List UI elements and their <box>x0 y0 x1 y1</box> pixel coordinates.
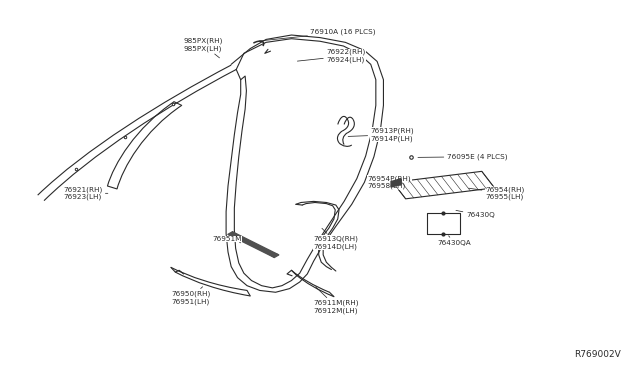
Text: 985PX(RH)
985PX(LH): 985PX(RH) 985PX(LH) <box>184 38 223 58</box>
Text: 76910A (16 PLCS): 76910A (16 PLCS) <box>259 29 376 41</box>
Polygon shape <box>393 171 495 199</box>
Text: 76430Q: 76430Q <box>456 211 495 218</box>
Text: 76951M: 76951M <box>212 236 241 243</box>
Text: 76095E (4 PLCS): 76095E (4 PLCS) <box>418 153 508 160</box>
Polygon shape <box>228 232 279 257</box>
Text: 76921(RH)
76923(LH): 76921(RH) 76923(LH) <box>63 186 108 201</box>
Text: 76954P(RH)
76958(LH): 76954P(RH) 76958(LH) <box>367 175 412 189</box>
Text: R769002V: R769002V <box>575 350 621 359</box>
Text: 76913Q(RH)
76914D(LH): 76913Q(RH) 76914D(LH) <box>314 228 358 250</box>
Text: 76950(RH)
76951(LH): 76950(RH) 76951(LH) <box>171 287 210 305</box>
Text: 76922(RH)
76924(LH): 76922(RH) 76924(LH) <box>298 49 365 63</box>
Text: 76430QA: 76430QA <box>437 236 471 246</box>
Text: 76911M(RH)
76912M(LH): 76911M(RH) 76912M(LH) <box>314 287 359 314</box>
Text: 76954(RH)
76955(LH): 76954(RH) 76955(LH) <box>468 186 524 201</box>
Polygon shape <box>391 179 401 187</box>
Text: 76913P(RH)
76914P(LH): 76913P(RH) 76914P(LH) <box>348 128 414 142</box>
